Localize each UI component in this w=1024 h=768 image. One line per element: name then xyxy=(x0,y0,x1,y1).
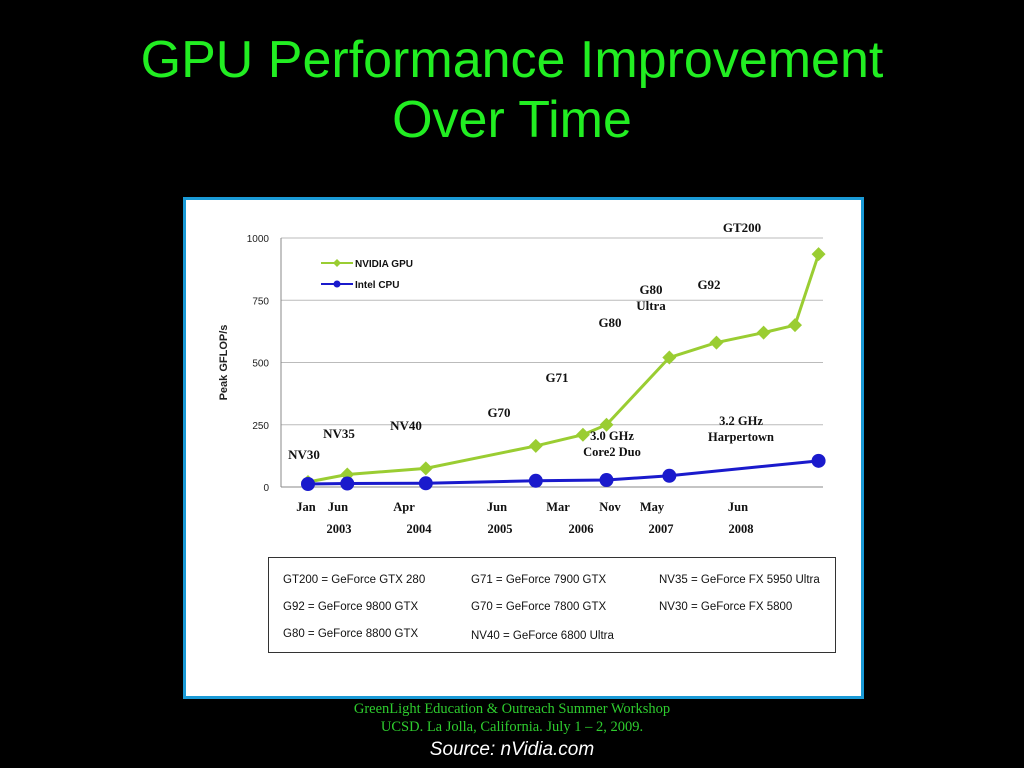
nvidia-gpu-point xyxy=(811,247,826,262)
slide-title: GPU Performance Improvement Over Time xyxy=(0,30,1024,150)
chart-frame: 0 250 500 750 1000 Peak GFLOP/s Jan Jun Apr Jun Ma… xyxy=(183,197,864,699)
data-label: Ultra xyxy=(636,298,666,313)
y-tick-label: 500 xyxy=(252,359,269,370)
data-label: Harpertown xyxy=(708,430,774,444)
legend-label: Intel CPU xyxy=(355,280,399,291)
title-line-2: Over Time xyxy=(392,91,632,149)
x-year-label: 2003 xyxy=(327,522,352,536)
credit-line-1: GreenLight Education & Outreach Summer W… xyxy=(353,701,671,717)
legend-label: NVIDIA GPU xyxy=(355,259,413,270)
data-label: GT200 xyxy=(723,220,761,235)
nvidia-gpu-point xyxy=(662,350,677,365)
key-item: G92 = GeForce 9800 GTX xyxy=(283,601,419,613)
key-item: G80 = GeForce 8800 GTX xyxy=(283,628,419,640)
data-label: G80 xyxy=(598,315,621,330)
y-tick-label: 250 xyxy=(252,421,269,432)
nvidia-gpu-point xyxy=(788,318,803,333)
workshop-credit: GreenLight Education & Outreach Summer W… xyxy=(0,700,1024,736)
legend-marker xyxy=(333,280,341,288)
source-note: Source: nVidia.com xyxy=(429,739,595,760)
x-year-label: 2008 xyxy=(729,522,754,536)
intel-cpu-point xyxy=(811,453,826,468)
data-label: NV35 xyxy=(323,426,355,441)
data-label: 3.2 GHz xyxy=(719,414,763,428)
data-label: G71 xyxy=(545,370,568,385)
key-item: GT200 = GeForce GTX 280 xyxy=(283,574,426,586)
nvidia-gpu-point xyxy=(528,438,543,453)
data-label: NV40 xyxy=(390,418,422,433)
gflops-line-chart: 0 250 500 750 1000 Peak GFLOP/s Jan Jun Apr Jun Ma… xyxy=(218,220,826,536)
nvidia-gpu-point xyxy=(756,325,771,340)
data-label: G70 xyxy=(487,405,510,420)
y-tick-label: 750 xyxy=(252,296,269,307)
x-year-label: 2007 xyxy=(649,522,674,536)
y-tick-label: 1000 xyxy=(247,234,270,245)
intel-cpu-point xyxy=(418,476,433,491)
intel-cpu-point xyxy=(599,473,614,488)
x-tick-label: Nov xyxy=(599,500,621,514)
data-label: Core2 Duo xyxy=(583,445,641,459)
x-tick-label: Jun xyxy=(487,500,507,514)
x-year-label: 2006 xyxy=(569,522,594,536)
key-item: NV35 = GeForce FX 5950 Ultra xyxy=(659,574,820,586)
data-label: G80 xyxy=(639,282,662,297)
y-tick-label: 0 xyxy=(263,483,269,494)
key-item: NV40 = GeForce 6800 Ultra xyxy=(471,630,614,642)
y-axis-title: Peak GFLOP/s xyxy=(218,325,230,401)
gpu-model-key: GT200 = GeForce GTX 280 G71 = GeForce 79… xyxy=(268,557,836,653)
intel-cpu-point xyxy=(528,473,543,488)
x-tick-label: Jan xyxy=(296,500,316,514)
title-line-1: GPU Performance Improvement xyxy=(140,31,884,89)
x-tick-label: Jun xyxy=(728,500,748,514)
credit-line-2: UCSD. La Jolla, California. July 1 – 2, … xyxy=(380,719,644,735)
intel-cpu-point xyxy=(340,476,355,491)
data-label: 3.0 GHz xyxy=(590,429,634,443)
data-label: NV30 xyxy=(288,447,320,462)
x-tick-label: Jun xyxy=(328,500,348,514)
key-item: G70 = GeForce 7800 GTX xyxy=(471,601,607,613)
key-item: G71 = GeForce 7900 GTX xyxy=(471,574,607,586)
x-tick-label: May xyxy=(640,500,665,514)
x-year-label: 2005 xyxy=(488,522,513,536)
nvidia-gpu-point xyxy=(575,427,590,442)
data-label: G92 xyxy=(697,277,720,292)
x-year-label: 2004 xyxy=(407,522,433,536)
nvidia-gpu-point xyxy=(599,417,614,432)
nvidia-gpu-point xyxy=(418,461,433,476)
legend-marker xyxy=(333,259,341,267)
key-item: NV30 = GeForce FX 5800 xyxy=(659,601,793,613)
nvidia-gpu-point xyxy=(709,335,724,350)
intel-cpu-point xyxy=(662,468,677,483)
x-tick-label: Apr xyxy=(393,500,415,514)
x-tick-label: Mar xyxy=(546,500,570,514)
intel-cpu-point xyxy=(301,477,315,492)
